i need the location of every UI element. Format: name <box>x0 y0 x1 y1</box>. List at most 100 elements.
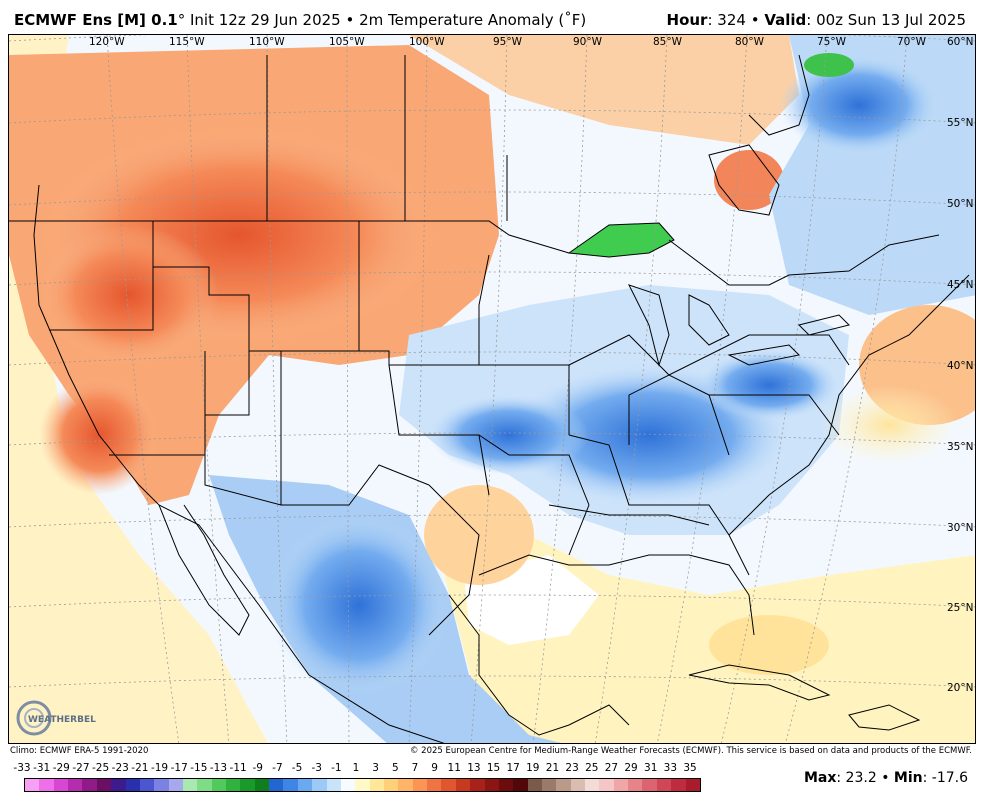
legend-swatch <box>111 779 126 791</box>
legend-swatch <box>585 779 600 791</box>
legend-swatch <box>355 779 370 791</box>
legend-tick: 21 <box>545 762 560 774</box>
legend-tick: 27 <box>604 762 619 774</box>
legend-swatch <box>513 779 528 791</box>
legend-swatch <box>685 779 700 791</box>
legend-tick: 3 <box>372 762 379 774</box>
lat-label: 60°N <box>947 36 973 48</box>
legend-tick: 9 <box>431 762 438 774</box>
legend-swatch <box>211 779 227 791</box>
lat-label: 50°N <box>947 198 973 210</box>
legend-tick: -19 <box>150 762 169 774</box>
legend-tick: 33 <box>663 762 678 774</box>
init-text: Init 12z 29 Jun 2025 <box>190 11 341 29</box>
map-canvas: 120°W 115°W 110°W 105°W 100°W 95°W 90°W … <box>9 35 975 743</box>
legend-swatch <box>68 779 83 791</box>
max-label: Max <box>803 770 837 786</box>
legend-swatch <box>470 779 485 791</box>
svg-text:WEATHERBELL: WEATHERBELL <box>28 715 96 725</box>
max-min-summary: Max: 23.2 • Min: -17.6 <box>803 770 968 786</box>
lat-label: 55°N <box>947 117 973 129</box>
model-label: ECMWF Ens [M] 0.1 <box>14 11 178 29</box>
legend-swatch <box>197 779 212 791</box>
legend-tick: 35 <box>683 762 697 774</box>
min-label: Min <box>893 770 923 786</box>
lake-superior <box>569 223 674 257</box>
legend-swatch <box>599 779 614 791</box>
legend-swatch <box>226 779 241 791</box>
legend-swatch <box>182 779 198 791</box>
unit-text: F) <box>571 11 587 29</box>
legend-swatch <box>82 779 97 791</box>
legend-tick: -9 <box>252 762 263 774</box>
lon-label: 90°W <box>573 36 603 48</box>
legend-tick: 25 <box>585 762 599 774</box>
legend-swatch <box>168 779 183 791</box>
lat-label: 20°N <box>947 682 973 694</box>
legend-swatch <box>340 779 356 791</box>
legend-swatch <box>96 779 112 791</box>
weatherbell-logo: WEATHERBELL <box>14 696 102 742</box>
legend-swatch <box>312 779 327 791</box>
legend-swatch <box>570 779 586 791</box>
legend-swatch <box>455 779 471 791</box>
valid-time: Hour: 324 • Valid: 00z Sun 13 Jul 2025 <box>666 11 966 29</box>
legend-tick: -23 <box>111 762 129 774</box>
lon-label: 110°W <box>249 36 285 48</box>
legend-swatch <box>613 779 629 791</box>
valid-value: : 00z Sun 13 Jul 2025 <box>806 11 966 29</box>
legend-swatch <box>154 779 169 791</box>
legend-tick: -3 <box>311 762 322 774</box>
legend-swatch <box>398 779 413 791</box>
legend-swatch <box>427 779 442 791</box>
legend-swatch <box>412 779 428 791</box>
legend-tick: -5 <box>291 762 303 774</box>
legend-tick: -15 <box>190 762 208 774</box>
legend-swatch <box>297 779 313 791</box>
lat-label: 40°N <box>947 360 973 372</box>
legend-tick: 31 <box>644 762 658 774</box>
political-boundaries <box>9 54 970 743</box>
legend-tick: 17 <box>506 762 520 774</box>
color-legend <box>24 778 701 792</box>
hour-label: Hour <box>666 11 708 29</box>
legend-swatch <box>498 779 514 791</box>
longitude-labels: 120°W 115°W 110°W 105°W 100°W 95°W 90°W … <box>89 36 927 48</box>
legend-tick: -13 <box>209 762 228 774</box>
legend-tick: -11 <box>229 762 247 774</box>
legend-tick: -7 <box>272 762 283 774</box>
lon-label: 100°W <box>409 36 445 48</box>
lat-label: 30°N <box>947 522 973 534</box>
legend-swatch <box>240 779 255 791</box>
anomaly-map[interactable]: 120°W 115°W 110°W 105°W 100°W 95°W 90°W … <box>8 34 976 744</box>
legend-swatch <box>283 779 298 791</box>
lat-label: 25°N <box>947 602 973 614</box>
legend-tick: 19 <box>526 762 540 774</box>
product-text: 2m Temperature Anomaly ( <box>359 11 565 29</box>
pacific-ocean-region <box>9 35 268 743</box>
lon-label: 80°W <box>735 36 765 48</box>
legend-swatch <box>254 779 270 791</box>
legend-tick: -21 <box>131 762 149 774</box>
legend-swatch <box>671 779 686 791</box>
copyright-note: © 2025 European Centre for Medium-Range … <box>409 746 972 756</box>
lon-label: 105°W <box>329 36 365 48</box>
legend-tick: 29 <box>624 762 638 774</box>
latitude-labels: 60°N 55°N 50°N 45°N 40°N 35°N 30°N 25°N … <box>947 36 973 694</box>
max-value: : 23.2 <box>836 770 877 786</box>
lon-label: 70°W <box>897 36 927 48</box>
legend-swatch <box>39 779 54 791</box>
legend-swatch <box>484 779 499 791</box>
legend-tick: -1 <box>331 762 342 774</box>
legend-swatch <box>369 779 384 791</box>
legend-tick: 13 <box>467 762 481 774</box>
legend-tick: -31 <box>33 762 51 774</box>
legend-swatch <box>53 779 69 791</box>
lon-label: 115°W <box>169 36 205 48</box>
legend-tick: 23 <box>565 762 579 774</box>
lon-label: 85°W <box>653 36 683 48</box>
graticule <box>9 35 975 743</box>
legend-swatch <box>642 779 657 791</box>
legend-tick: -25 <box>92 762 110 774</box>
legend-swatch <box>527 779 542 791</box>
